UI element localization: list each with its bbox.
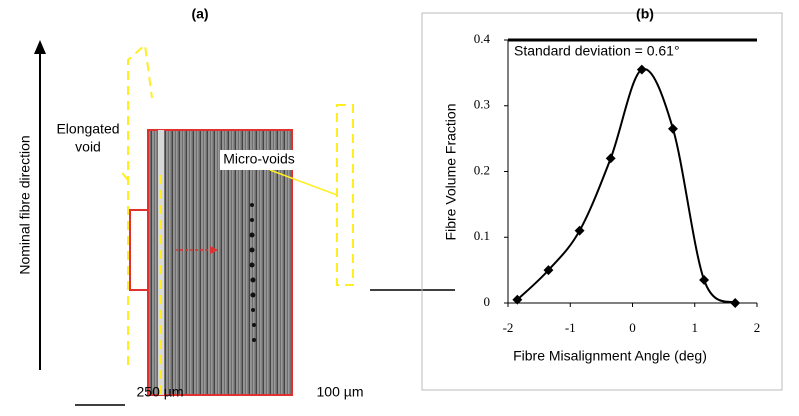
- micrograph: [147, 129, 293, 396]
- arrow-head: [34, 40, 46, 54]
- label-bg: [220, 150, 298, 170]
- data-point: [605, 153, 616, 164]
- annotation: Standard deviation = 0.61°: [514, 43, 680, 59]
- pointer: [269, 169, 338, 196]
- y-tick-label: 0.4: [474, 31, 491, 46]
- y-axis-label: Fibre Volume Fraction: [443, 104, 459, 241]
- data-point: [543, 265, 554, 276]
- void-label: void: [75, 139, 101, 155]
- x-axis-label: Fibre Misalignment Angle (deg): [513, 348, 707, 364]
- y-tick-label: 0: [484, 294, 491, 309]
- panel-a-label: (a): [191, 6, 208, 22]
- x-tick-label: 1: [692, 320, 699, 335]
- x-tick-label: -1: [565, 320, 576, 335]
- data-point: [574, 225, 585, 236]
- x-tick-label: -2: [503, 320, 514, 335]
- elongated-void: [158, 130, 164, 395]
- x-tick-label: 0: [629, 320, 636, 335]
- y-tick-label: 0.1: [474, 228, 490, 243]
- direction-label: Nominal fibre direction: [17, 135, 33, 274]
- data-point: [668, 123, 678, 134]
- data-line: [516, 68, 736, 304]
- scale-label: 100 µm: [317, 384, 364, 400]
- x-tick-label: 2: [754, 320, 761, 335]
- data-point: [699, 275, 710, 285]
- y-tick-label: 0.2: [474, 162, 490, 177]
- micro-voids-label: Micro-voids: [223, 151, 295, 167]
- data-point: [636, 64, 647, 75]
- red-bracket: [129, 209, 148, 291]
- red-arrow-head: [210, 246, 218, 254]
- panel-b-frame: [421, 12, 783, 391]
- y-tick-label: 0.3: [474, 97, 490, 112]
- micro-void-dots: [249, 203, 256, 342]
- void-label: Elongated: [56, 121, 119, 137]
- chart-title: (b): [636, 6, 654, 22]
- scale-label: 250 µm: [137, 384, 184, 400]
- data-point: [512, 294, 523, 305]
- data-point: [730, 298, 741, 308]
